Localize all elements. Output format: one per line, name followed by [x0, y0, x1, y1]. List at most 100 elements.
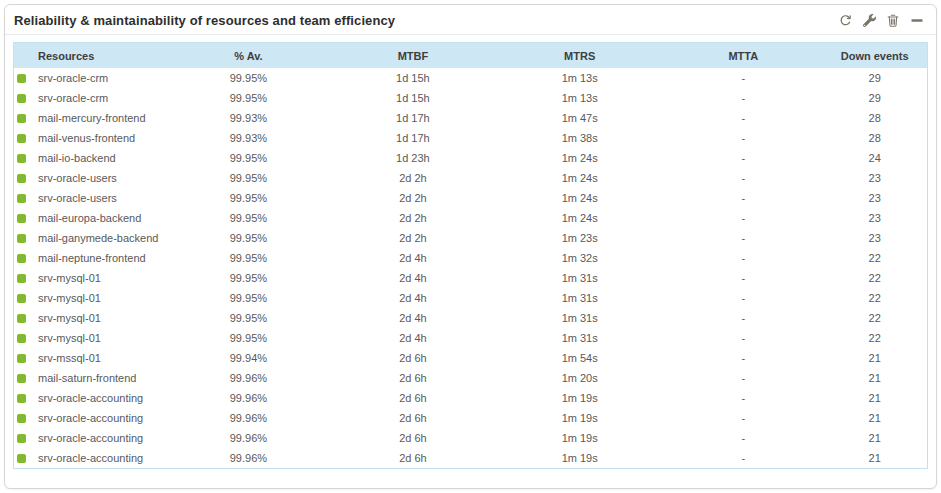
- table-row: srv-mssql-01 99.94% 2d 6h 1m 54s - 21: [14, 348, 928, 368]
- availability-value: 99.95%: [166, 288, 331, 308]
- column-header-resources: Resources: [14, 43, 167, 69]
- green-square-status-icon: [17, 134, 26, 143]
- table-row: srv-mysql-01 99.95% 2d 4h 1m 31s - 22: [14, 288, 928, 308]
- mtbf-value: 2d 2h: [331, 208, 496, 228]
- mtrs-value: 1m 32s: [495, 248, 664, 268]
- config-wrench-icon[interactable]: [862, 13, 876, 27]
- availability-value: 99.96%: [166, 448, 331, 468]
- delete-trash-icon[interactable]: [886, 13, 900, 27]
- green-square-status-icon: [17, 94, 26, 103]
- mtbf-value: 1d 23h: [331, 148, 496, 168]
- mtrs-value: 1m 31s: [495, 268, 664, 288]
- resource-name: mail-venus-frontend: [38, 132, 135, 144]
- down-events-value: 21: [822, 448, 927, 468]
- availability-value: 99.95%: [166, 88, 331, 108]
- resource-cell: mail-neptune-frontend: [14, 248, 167, 268]
- minimize-icon[interactable]: [910, 13, 924, 27]
- widget-toolbar: [838, 13, 924, 27]
- green-square-status-icon: [17, 394, 26, 403]
- resource-name: srv-mysql-01: [38, 292, 101, 304]
- mtbf-value: 2d 4h: [331, 288, 496, 308]
- table-header-row: Resources % Av. MTBF MTRS MTTA Down even…: [14, 43, 928, 69]
- mtrs-value: 1m 19s: [495, 388, 664, 408]
- mtbf-value: 2d 6h: [331, 388, 496, 408]
- resource-name: srv-oracle-accounting: [38, 452, 143, 464]
- availability-value: 99.95%: [166, 68, 331, 88]
- table-row: mail-mercury-frontend 99.93% 1d 17h 1m 4…: [14, 108, 928, 128]
- down-events-value: 21: [822, 348, 927, 368]
- down-events-value: 22: [822, 308, 927, 328]
- mtta-value: -: [664, 248, 822, 268]
- mtta-value: -: [664, 208, 822, 228]
- mtta-value: -: [664, 108, 822, 128]
- widget-header: Reliability & maintainability of resourc…: [5, 5, 936, 35]
- green-square-status-icon: [17, 114, 26, 123]
- green-square-status-icon: [17, 354, 26, 363]
- mtta-value: -: [664, 308, 822, 328]
- down-events-value: 22: [822, 268, 927, 288]
- green-square-status-icon: [17, 314, 26, 323]
- mtbf-value: 2d 4h: [331, 308, 496, 328]
- mtrs-value: 1m 47s: [495, 108, 664, 128]
- resource-cell: mail-ganymede-backend: [14, 228, 167, 248]
- resource-cell: mail-io-backend: [14, 148, 167, 168]
- green-square-status-icon: [17, 154, 26, 163]
- green-square-status-icon: [17, 174, 26, 183]
- mtrs-value: 1m 24s: [495, 188, 664, 208]
- column-header-availability: % Av.: [166, 43, 331, 69]
- availability-value: 99.95%: [166, 148, 331, 168]
- resource-name: srv-oracle-accounting: [38, 412, 143, 424]
- mtrs-value: 1m 38s: [495, 128, 664, 148]
- column-header-down-events: Down events: [822, 43, 927, 69]
- widget-card: Reliability & maintainability of resourc…: [4, 4, 937, 489]
- resource-cell: srv-mysql-01: [14, 328, 167, 348]
- table-row: srv-mysql-01 99.95% 2d 4h 1m 31s - 22: [14, 268, 928, 288]
- mtrs-value: 1m 20s: [495, 368, 664, 388]
- column-header-mtbf: MTBF: [331, 43, 496, 69]
- table-row: mail-neptune-frontend 99.95% 2d 4h 1m 32…: [14, 248, 928, 268]
- availability-value: 99.95%: [166, 268, 331, 288]
- table-row: srv-oracle-users 99.95% 2d 2h 1m 24s - 2…: [14, 188, 928, 208]
- table-row: srv-oracle-crm 99.95% 1d 15h 1m 13s - 29: [14, 68, 928, 88]
- availability-value: 99.96%: [166, 368, 331, 388]
- green-square-status-icon: [17, 294, 26, 303]
- mtta-value: -: [664, 148, 822, 168]
- resource-cell: mail-saturn-frontend: [14, 368, 167, 388]
- green-square-status-icon: [17, 374, 26, 383]
- down-events-value: 23: [822, 188, 927, 208]
- mtbf-value: 1d 17h: [331, 128, 496, 148]
- table-row: srv-oracle-users 99.95% 2d 2h 1m 24s - 2…: [14, 168, 928, 188]
- mtrs-value: 1m 24s: [495, 148, 664, 168]
- resource-name: srv-oracle-users: [38, 172, 117, 184]
- availability-value: 99.95%: [166, 188, 331, 208]
- refresh-icon[interactable]: [838, 13, 852, 27]
- mtbf-value: 1d 15h: [331, 88, 496, 108]
- down-events-value: 29: [822, 68, 927, 88]
- down-events-value: 28: [822, 128, 927, 148]
- down-events-value: 24: [822, 148, 927, 168]
- availability-value: 99.96%: [166, 428, 331, 448]
- down-events-value: 23: [822, 228, 927, 248]
- resource-cell: srv-oracle-accounting: [14, 388, 167, 408]
- down-events-value: 22: [822, 288, 927, 308]
- mtrs-value: 1m 19s: [495, 408, 664, 428]
- availability-value: 99.94%: [166, 348, 331, 368]
- resource-cell: srv-oracle-accounting: [14, 448, 167, 468]
- column-header-mtrs: MTRS: [495, 43, 664, 69]
- table-row: srv-oracle-accounting 99.96% 2d 6h 1m 19…: [14, 448, 928, 468]
- resource-name: srv-oracle-accounting: [38, 392, 143, 404]
- mtta-value: -: [664, 328, 822, 348]
- widget-title: Reliability & maintainability of resourc…: [14, 13, 395, 28]
- down-events-value: 21: [822, 368, 927, 388]
- availability-value: 99.96%: [166, 388, 331, 408]
- availability-value: 99.93%: [166, 108, 331, 128]
- resource-name: mail-mercury-frontend: [38, 112, 146, 124]
- resource-cell: mail-europa-backend: [14, 208, 167, 228]
- resource-name: srv-oracle-accounting: [38, 432, 143, 444]
- mtta-value: -: [664, 368, 822, 388]
- resource-name: mail-neptune-frontend: [38, 252, 146, 264]
- mtbf-value: 2d 2h: [331, 168, 496, 188]
- resource-name: srv-oracle-crm: [38, 72, 108, 84]
- mtta-value: -: [664, 268, 822, 288]
- down-events-value: 22: [822, 328, 927, 348]
